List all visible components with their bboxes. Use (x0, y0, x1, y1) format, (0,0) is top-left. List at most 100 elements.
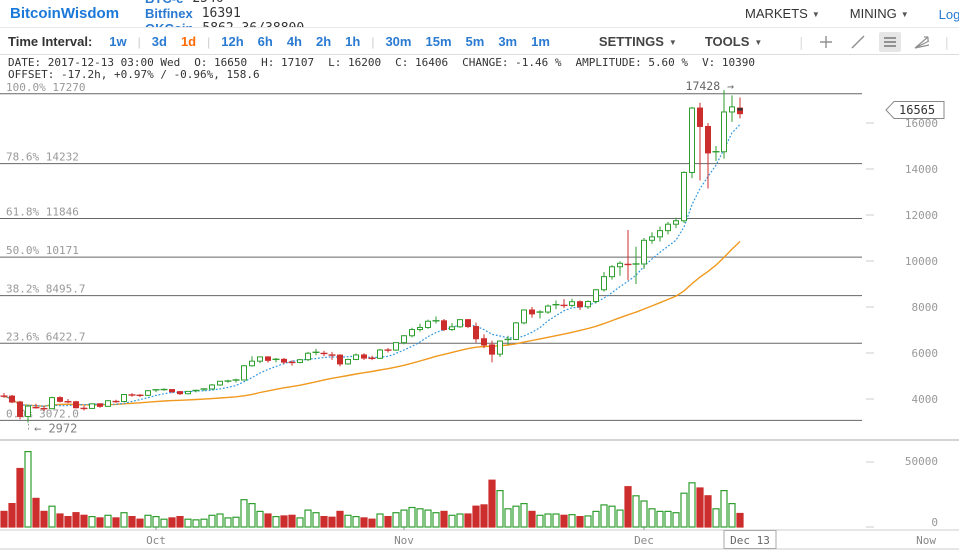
candle-body (481, 338, 487, 346)
candle-body (665, 223, 671, 232)
candle-body (209, 384, 215, 390)
settings-dropdown[interactable]: SETTINGS ▼ (598, 34, 677, 49)
interval-6h[interactable]: 6h (257, 33, 273, 49)
ma-fast-line (3, 124, 741, 407)
interval-1h[interactable]: 1h (345, 33, 361, 49)
volume-bar (568, 514, 576, 528)
candle-body (145, 390, 151, 396)
site-logo[interactable]: BitcoinWisdom (10, 5, 120, 22)
interval-1m[interactable]: 1m (531, 33, 550, 49)
ohlc-info-row: DATE: 2017-12-13 03:00 Wed O: 16650 H: 171… (8, 57, 769, 69)
info-segment: C: 16406 (395, 56, 449, 69)
volume-bar (664, 510, 672, 528)
ticker-price: 5862.36/38800 (202, 21, 304, 27)
volume-bar (496, 490, 504, 528)
candle-body (705, 125, 711, 154)
divider: | (371, 34, 375, 49)
volume-bar (160, 518, 168, 528)
ticker-link[interactable]: OKCoin (145, 21, 193, 27)
volume-bar (392, 512, 400, 528)
candle-body (681, 171, 687, 222)
auth-links: LoginorRegister (939, 7, 959, 22)
chevron-down-icon: ▼ (668, 38, 677, 47)
interval-15m[interactable]: 15m (425, 33, 452, 49)
volume-bar (208, 514, 216, 528)
chart-area[interactable]: 100.0% 17270 78.6% 14232 61.8% 11846 50.0% … (0, 55, 959, 557)
volume-bar (376, 513, 384, 528)
login-link[interactable]: Login (938, 6, 959, 22)
chart-canvas[interactable]: 100.0% 17270 78.6% 14232 61.8% 11846 50.0% … (0, 55, 959, 557)
volume-bar (232, 516, 240, 528)
volume-bar (136, 518, 144, 528)
tools-dropdown[interactable]: TOOLS ▼ (704, 34, 763, 49)
candle-body (73, 401, 79, 409)
volume-bar (712, 508, 720, 528)
candle-body (177, 391, 183, 395)
candle-body (17, 401, 23, 417)
volume-bar (56, 513, 64, 528)
interval-2h[interactable]: 2h (315, 33, 332, 49)
fib-label: 78.6% 14232 (6, 151, 79, 164)
info-segment: L: 16200 (328, 56, 382, 69)
top-header-bar: BitcoinWisdom Bitstamp16387.5BTC-e2546Bi… (0, 0, 959, 28)
volume-bar (48, 505, 56, 528)
volume-bar (320, 516, 328, 528)
horizontal-lines-icon[interactable] (878, 31, 901, 52)
volume-bar (616, 509, 624, 528)
volume-bar (256, 510, 264, 528)
candle-body (649, 236, 655, 241)
volume-bar (512, 505, 520, 528)
menu-markets[interactable]: MARKETS ▼ (745, 6, 820, 21)
volume-bar (296, 517, 304, 528)
header-menus: MARKETS ▼ MINING ▼ (745, 5, 939, 23)
interval-1w[interactable]: 1w (109, 33, 127, 49)
fib-label: 38.2% 8495.7 (6, 283, 85, 296)
volume-bar (264, 513, 272, 528)
volume-bar (248, 503, 256, 528)
interval-4h[interactable]: 4h (286, 33, 302, 49)
volume-bar (704, 495, 712, 528)
volume-bar (480, 504, 488, 528)
interval-30m[interactable]: 30m (385, 33, 412, 49)
volume-bar (720, 490, 728, 528)
volume-bar (416, 508, 424, 528)
ticker-link[interactable]: BTC-e (145, 0, 183, 6)
candle-body (9, 395, 15, 403)
price-tick-label: 10000 (905, 255, 938, 268)
plus-icon[interactable] (815, 32, 837, 52)
ticker-okcoin: OKCoin 5862.36/38800 (145, 21, 304, 27)
volume-bar (144, 514, 152, 528)
divider: | (207, 34, 211, 49)
volume-bar (384, 516, 392, 528)
price-tick-label: 8000 (912, 301, 939, 314)
interval-12h[interactable]: 12h (221, 33, 244, 49)
chevron-down-icon: ▼ (754, 38, 763, 47)
candle-body (25, 405, 31, 417)
candle-body (449, 326, 455, 331)
volume-bar (64, 516, 72, 528)
volume-bar (472, 505, 480, 528)
trendline-icon[interactable] (847, 32, 869, 52)
month-label: Oct (146, 534, 166, 547)
volume-bar (608, 505, 616, 528)
volume-bar (104, 514, 112, 528)
info-segment: CHANGE: -1.46 % (462, 56, 562, 69)
interval-5m[interactable]: 5m (465, 33, 485, 49)
candle-body (657, 230, 663, 238)
menu-mining[interactable]: MINING ▼ (849, 6, 909, 21)
candle-body (121, 394, 127, 403)
volume-bar (168, 517, 176, 528)
interval-3m[interactable]: 3m (498, 33, 518, 49)
volume-bar (280, 515, 288, 528)
candle-body (569, 301, 575, 306)
volume-bar (672, 512, 680, 528)
volume-bar (80, 514, 88, 528)
drawing-tool-icons: | | (792, 31, 959, 52)
interval-1d[interactable]: 1d (180, 33, 197, 49)
volume-bar (8, 503, 16, 528)
ticker-link[interactable]: Bitfinex (145, 6, 193, 21)
candle-body (729, 106, 735, 113)
fan-lines-icon[interactable] (911, 32, 933, 52)
interval-3d[interactable]: 3d (151, 33, 167, 49)
info-segment: H: 17107 (261, 56, 315, 69)
